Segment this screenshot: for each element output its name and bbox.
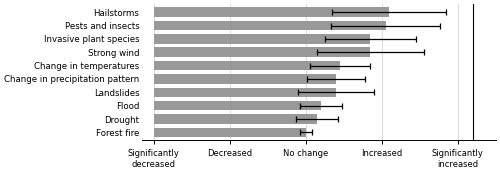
Bar xyxy=(154,34,370,44)
Bar xyxy=(154,88,336,97)
Bar xyxy=(154,74,336,84)
Bar xyxy=(154,7,390,17)
Bar xyxy=(154,101,321,111)
Bar xyxy=(154,47,370,57)
Bar xyxy=(154,128,306,137)
Bar xyxy=(154,21,386,30)
Bar xyxy=(154,61,340,70)
Bar xyxy=(154,114,317,124)
